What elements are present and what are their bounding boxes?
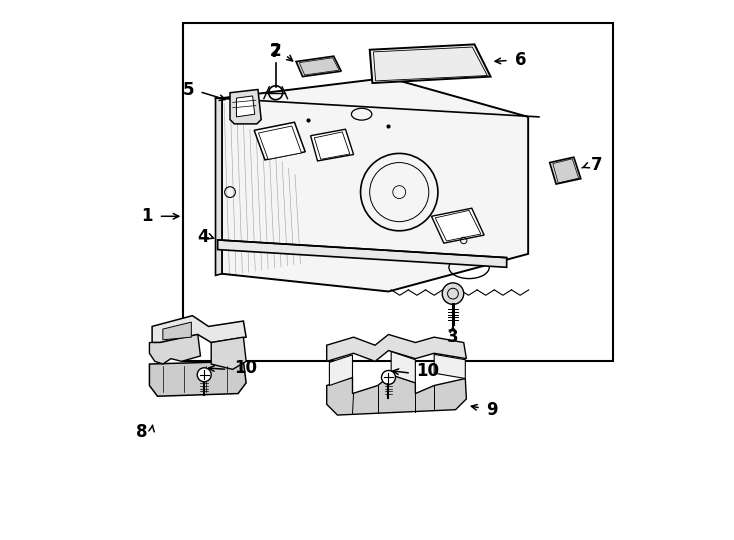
- Circle shape: [382, 370, 396, 384]
- Text: 7: 7: [269, 43, 281, 61]
- Polygon shape: [163, 322, 192, 340]
- Polygon shape: [150, 334, 200, 364]
- Text: 2: 2: [270, 42, 281, 60]
- Polygon shape: [330, 355, 352, 386]
- Circle shape: [442, 283, 464, 305]
- Text: 10: 10: [416, 362, 440, 380]
- Polygon shape: [258, 126, 302, 159]
- Text: 1: 1: [141, 207, 153, 225]
- Bar: [184, 23, 613, 361]
- Polygon shape: [230, 90, 261, 124]
- Polygon shape: [211, 337, 246, 369]
- Text: 6: 6: [515, 51, 527, 70]
- Polygon shape: [222, 78, 528, 292]
- Polygon shape: [150, 361, 246, 396]
- Text: 10: 10: [233, 359, 257, 377]
- Polygon shape: [216, 98, 222, 275]
- Polygon shape: [327, 334, 466, 361]
- Polygon shape: [296, 56, 341, 77]
- Polygon shape: [314, 132, 350, 159]
- Text: 7: 7: [591, 156, 603, 174]
- Circle shape: [197, 368, 211, 382]
- Polygon shape: [435, 211, 481, 241]
- Polygon shape: [236, 96, 255, 117]
- Text: 5: 5: [183, 81, 194, 99]
- Text: 8: 8: [137, 423, 148, 441]
- Polygon shape: [310, 129, 354, 161]
- Polygon shape: [218, 240, 506, 267]
- Polygon shape: [550, 157, 581, 184]
- Polygon shape: [152, 316, 246, 342]
- Polygon shape: [391, 352, 415, 383]
- Polygon shape: [434, 354, 465, 379]
- Polygon shape: [254, 122, 305, 160]
- Text: 3: 3: [447, 328, 459, 346]
- Polygon shape: [370, 44, 490, 83]
- Text: 2: 2: [270, 42, 281, 60]
- Polygon shape: [327, 375, 466, 415]
- Text: 4: 4: [197, 228, 209, 246]
- Text: 9: 9: [486, 401, 498, 418]
- Polygon shape: [432, 208, 484, 243]
